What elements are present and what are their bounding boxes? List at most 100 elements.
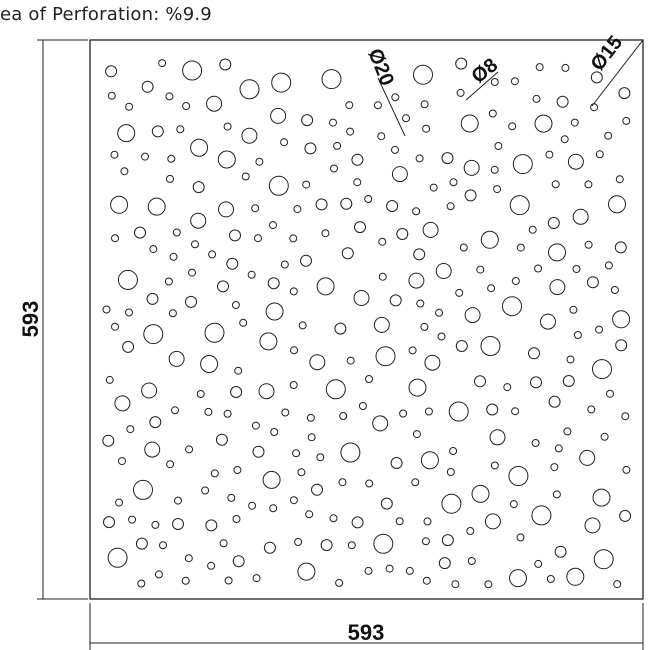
perforation-hole: [248, 501, 257, 510]
perforation-hole: [567, 153, 584, 170]
perforation-hole: [166, 174, 174, 183]
perforation-hole: [137, 579, 146, 588]
perforation-hole: [290, 346, 299, 355]
perforation-hole: [446, 468, 455, 476]
perforation-hole: [509, 500, 518, 509]
perforation-hole: [502, 296, 522, 317]
perforation-hole: [584, 240, 593, 249]
perforation-hole: [548, 395, 561, 408]
perforation-hole: [234, 366, 243, 375]
perforation-hole: [338, 478, 347, 487]
perforation-hole: [593, 549, 614, 570]
perforation-hole: [231, 301, 240, 309]
perforation-hole: [422, 221, 439, 238]
perforation-hole: [265, 302, 284, 321]
perforation-hole: [560, 135, 569, 144]
perforation-hole: [530, 376, 542, 389]
perforation-hole: [218, 201, 234, 218]
perforation-hole: [420, 322, 429, 331]
perforation-hole: [552, 490, 561, 499]
perforation-hole: [346, 127, 355, 136]
perforation-hole: [297, 562, 316, 581]
perforation-hole: [441, 152, 454, 165]
perforation-hole: [547, 217, 560, 229]
perforation-hole: [551, 180, 560, 189]
perforation-hole: [325, 379, 346, 400]
perforation-hole: [217, 280, 229, 293]
perforation-hole: [449, 178, 458, 187]
perforation-hole: [320, 539, 333, 552]
perforation-hole: [172, 228, 181, 237]
perforation-hole: [391, 145, 399, 154]
perforation-hole: [315, 198, 328, 211]
perforation-hole: [159, 541, 167, 550]
perforation-hole: [269, 221, 277, 230]
perforation-hole: [554, 444, 563, 453]
perforation-hole: [158, 59, 167, 68]
perforation-hole: [289, 234, 298, 243]
perforation-hole: [408, 346, 417, 355]
perforation-hole: [377, 132, 386, 141]
perforation-hole: [353, 178, 362, 187]
perforation-hole: [476, 265, 485, 274]
perforation-hole: [573, 331, 582, 339]
perforation-hole: [309, 354, 326, 371]
perforation-hole: [292, 449, 301, 458]
perforation-hole: [512, 154, 533, 175]
perforation-hole: [604, 261, 613, 270]
perforation-hole: [269, 504, 278, 513]
perforation-hole: [490, 165, 499, 174]
perforation-hole: [584, 517, 601, 534]
perforation-hole: [233, 466, 242, 474]
callout-d15: Ø15: [587, 32, 644, 107]
perforation-hole: [239, 318, 248, 327]
perforation-hole: [334, 322, 347, 335]
perforation-hole: [181, 576, 190, 585]
perforation-hole: [128, 515, 137, 524]
perforation-hole: [215, 433, 228, 446]
perforation-hole: [480, 336, 501, 356]
perforation-hole: [621, 412, 630, 421]
perforation-hole: [413, 64, 433, 85]
perforation-hole: [200, 355, 219, 373]
perforation-hole: [411, 478, 420, 487]
perforation-hole: [241, 172, 250, 181]
perforation-hole: [141, 152, 149, 161]
perforation-hole: [545, 150, 554, 159]
perforation-hole: [451, 580, 460, 589]
perforation-holes: [102, 57, 632, 589]
perforation-hole: [534, 114, 553, 133]
perforation-hole: [335, 578, 344, 587]
perforation-hole: [147, 197, 166, 216]
perforation-hole: [217, 150, 236, 169]
perforation-hole: [280, 138, 289, 147]
perforation-hole: [252, 445, 265, 458]
perforation-hole: [365, 375, 373, 383]
perforation-hole: [330, 164, 338, 173]
perforation-hole: [166, 460, 175, 469]
perforation-hole: [535, 63, 544, 72]
perforation-hole: [115, 498, 123, 507]
perforation-hole: [251, 204, 260, 213]
perforation-hole: [528, 347, 540, 360]
perforation-hole: [141, 80, 154, 93]
perforation-hole: [207, 561, 216, 570]
perforation-hole: [298, 321, 307, 330]
perforation-hole: [204, 407, 213, 416]
perforation-hole: [103, 516, 115, 529]
perforation-hole: [117, 269, 138, 290]
perforation-hole: [421, 537, 430, 546]
perforation-hole: [316, 453, 325, 462]
perforation-hole: [146, 292, 159, 305]
perforation-hole: [182, 60, 203, 81]
perforation-hole: [345, 101, 354, 110]
perforation-hole: [354, 221, 366, 234]
callout-d8: Ø8: [465, 54, 502, 101]
perforation-hole: [351, 516, 364, 529]
perforation-hole: [364, 195, 373, 203]
perforation-hole: [190, 212, 207, 229]
perforation-hole: [293, 205, 302, 214]
perforation-hole: [143, 324, 164, 345]
perforation-hole: [304, 142, 317, 155]
